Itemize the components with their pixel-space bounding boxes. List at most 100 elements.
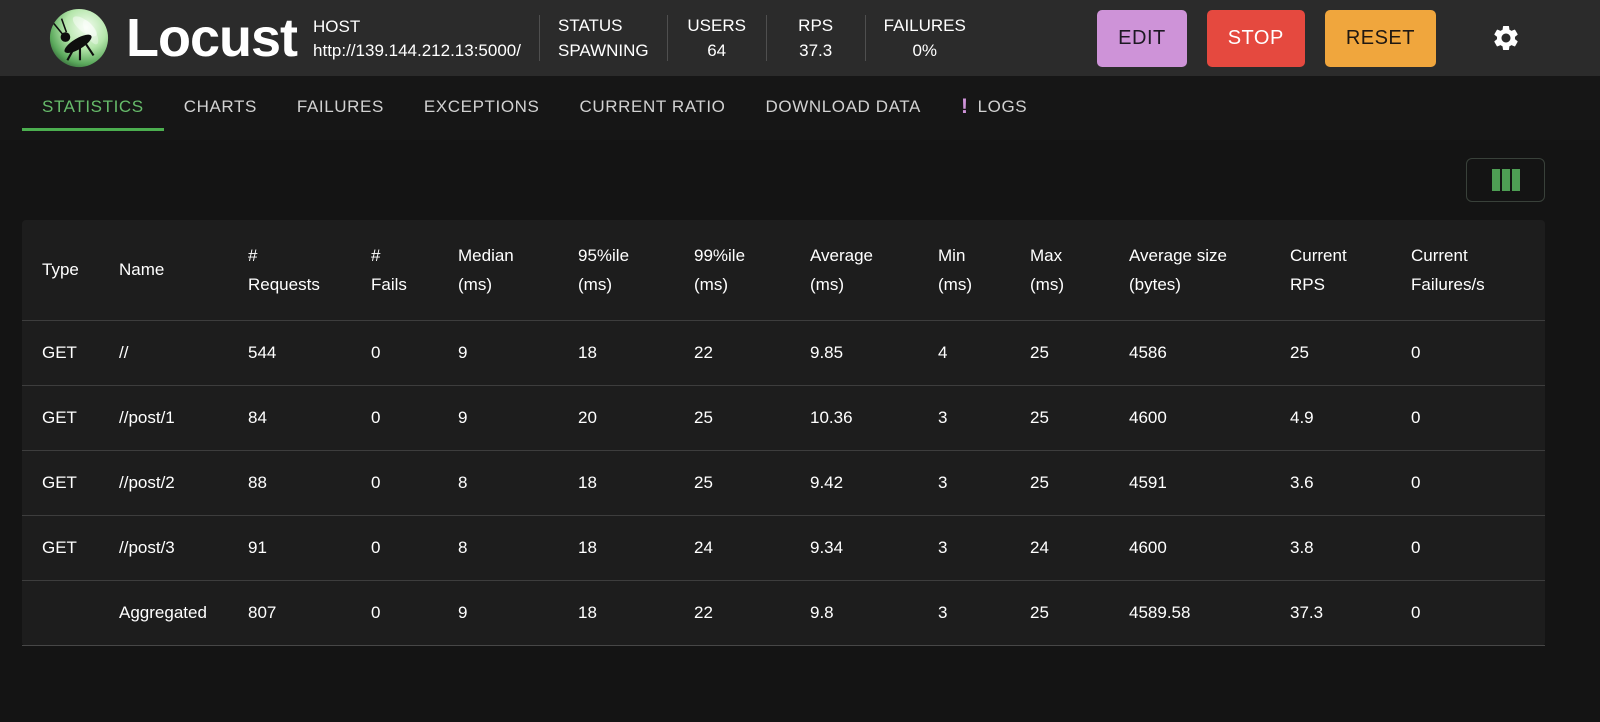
host-block: HOST http://139.144.212.13:5000/ bbox=[313, 18, 521, 59]
table-row: GET // 544 0 9 18 22 9.85 4 25 4586 25 0 bbox=[22, 319, 1545, 385]
tab-statistics[interactable]: STATISTICS bbox=[22, 85, 164, 131]
cell: 22 bbox=[694, 579, 810, 645]
users-label: USERS bbox=[687, 16, 746, 35]
statistics-table: Type Name # Requests # Fails Median (ms) 95… bbox=[22, 220, 1545, 646]
cell: 0 bbox=[371, 579, 458, 645]
status-label: STATUS bbox=[557, 16, 623, 35]
cell: 9.8 bbox=[810, 579, 938, 645]
col-label: Type bbox=[42, 260, 79, 280]
column-selector-button[interactable] bbox=[1466, 158, 1545, 202]
gear-icon bbox=[1491, 23, 1521, 53]
col-header-name[interactable]: Name bbox=[119, 220, 248, 320]
cell: Aggregated bbox=[119, 579, 248, 645]
col-label: (ms) bbox=[810, 274, 844, 294]
edit-button[interactable]: EDIT bbox=[1097, 9, 1187, 67]
col-header-current-failures[interactable]: Current Failures/s bbox=[1411, 220, 1545, 320]
col-header-95ile[interactable]: 95%ile (ms) bbox=[578, 220, 694, 320]
col-header-fails[interactable]: # Fails bbox=[371, 220, 458, 320]
cell: 3.6 bbox=[1290, 449, 1411, 515]
divider bbox=[864, 15, 866, 61]
col-label: Failures/s bbox=[1411, 274, 1485, 294]
col-label: (ms) bbox=[1030, 274, 1064, 294]
col-header-requests[interactable]: # Requests bbox=[248, 220, 371, 320]
tab-label: DOWNLOAD DATA bbox=[765, 96, 921, 116]
col-label: Max bbox=[1030, 245, 1063, 265]
cell: 0 bbox=[371, 449, 458, 515]
cell: 4600 bbox=[1129, 384, 1290, 450]
cell: 9 bbox=[458, 384, 578, 450]
cell: //post/1 bbox=[119, 384, 248, 450]
cell: 25 bbox=[694, 384, 810, 450]
cell: 4586 bbox=[1129, 319, 1290, 385]
view-columns-icon bbox=[1491, 168, 1521, 192]
tab-current-ratio[interactable]: CURRENT RATIO bbox=[560, 85, 746, 131]
cell: 22 bbox=[694, 319, 810, 385]
col-label: RPS bbox=[1290, 274, 1325, 294]
status-stat: STATUS SPAWNING bbox=[558, 17, 649, 59]
col-label: (ms) bbox=[694, 274, 728, 294]
col-header-max[interactable]: Max (ms) bbox=[1030, 220, 1129, 320]
tab-label: STATISTICS bbox=[42, 96, 144, 116]
exclamation-badge: ! bbox=[960, 95, 969, 118]
col-label: (ms) bbox=[578, 274, 612, 294]
cell: 25 bbox=[1030, 319, 1129, 385]
reset-button[interactable]: RESET bbox=[1324, 9, 1436, 67]
failures-value: 0% bbox=[912, 41, 938, 60]
col-header-99ile[interactable]: 99%ile (ms) bbox=[694, 220, 810, 320]
col-label: (ms) bbox=[458, 274, 492, 294]
rps-label: RPS bbox=[798, 16, 834, 35]
cell: 9.34 bbox=[810, 514, 938, 580]
tab-label: CURRENT RATIO bbox=[579, 96, 726, 116]
failures-label: FAILURES bbox=[883, 16, 966, 35]
users-value: 64 bbox=[707, 41, 727, 60]
app-title: Locust bbox=[126, 8, 298, 68]
cell: 18 bbox=[578, 514, 694, 580]
tab-failures[interactable]: FAILURES bbox=[277, 85, 404, 131]
col-header-current-rps[interactable]: Current RPS bbox=[1290, 220, 1411, 320]
cell: 25 bbox=[694, 449, 810, 515]
cell: 24 bbox=[1030, 514, 1129, 580]
col-label: Median bbox=[458, 245, 514, 265]
stop-button[interactable]: STOP bbox=[1206, 9, 1305, 67]
cell: 37.3 bbox=[1290, 579, 1411, 645]
cell: 3 bbox=[938, 384, 1030, 450]
col-header-median[interactable]: Median (ms) bbox=[458, 220, 578, 320]
col-label: # bbox=[248, 245, 258, 265]
tab-exceptions[interactable]: EXCEPTIONS bbox=[404, 85, 560, 131]
cell: 0 bbox=[1411, 514, 1545, 580]
cell: 25 bbox=[1030, 384, 1129, 450]
main-nav: STATISTICS CHARTS FAILURES EXCEPTIONS CU… bbox=[0, 76, 1600, 140]
table-row: GET //post/3 91 0 8 18 24 9.34 3 24 4600… bbox=[22, 514, 1545, 580]
host-value: http://139.144.212.13:5000/ bbox=[313, 40, 521, 60]
table-toolbar bbox=[0, 140, 1600, 220]
cell: 0 bbox=[371, 514, 458, 580]
tab-charts[interactable]: CHARTS bbox=[164, 85, 277, 131]
settings-button[interactable] bbox=[1490, 22, 1522, 54]
app-header: Locust HOST http://139.144.212.13:5000/ … bbox=[0, 0, 1600, 76]
cell: //post/2 bbox=[119, 449, 248, 515]
col-label: Current bbox=[1411, 245, 1468, 265]
col-label: (bytes) bbox=[1129, 274, 1181, 294]
table-row-aggregated: Aggregated 807 0 9 18 22 9.8 3 25 4589.5… bbox=[22, 579, 1545, 645]
tab-logs[interactable]: ! LOGS bbox=[941, 85, 1047, 131]
col-label: Average size bbox=[1129, 245, 1227, 265]
col-label: Requests bbox=[248, 274, 320, 294]
cell: 10.36 bbox=[810, 384, 938, 450]
col-header-avg-size[interactable]: Average size (bytes) bbox=[1129, 220, 1290, 320]
tab-download-data[interactable]: DOWNLOAD DATA bbox=[746, 85, 941, 131]
cell: 25 bbox=[1030, 449, 1129, 515]
col-header-type[interactable]: Type bbox=[22, 220, 119, 320]
cell: 25 bbox=[1290, 319, 1411, 385]
col-label: 99%ile bbox=[694, 245, 746, 265]
cell: 8 bbox=[458, 449, 578, 515]
cell: 4.9 bbox=[1290, 384, 1411, 450]
col-header-min[interactable]: Min (ms) bbox=[938, 220, 1030, 320]
col-header-average[interactable]: Average (ms) bbox=[810, 220, 938, 320]
home-link[interactable]: Locust bbox=[48, 7, 298, 69]
cell: 88 bbox=[248, 449, 371, 515]
table-header-row: Type Name # Requests # Fails Median (ms) 95… bbox=[22, 220, 1545, 320]
locust-logo bbox=[48, 7, 110, 69]
cell: 0 bbox=[371, 384, 458, 450]
cell: 3 bbox=[938, 449, 1030, 515]
col-label: # bbox=[371, 245, 381, 265]
